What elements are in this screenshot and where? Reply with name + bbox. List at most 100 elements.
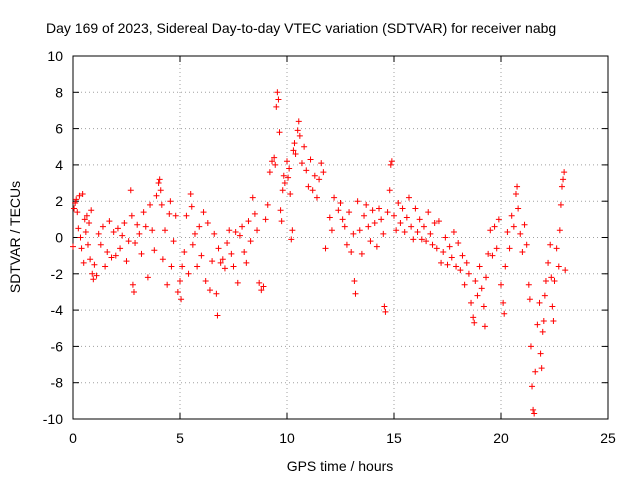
data-point [166, 210, 173, 217]
data-point [463, 259, 470, 266]
x-tick-label: 10 [279, 430, 295, 446]
x-axis-label: GPS time / hours [287, 458, 394, 474]
data-point [442, 234, 449, 241]
data-point [287, 190, 294, 197]
data-point [358, 250, 365, 257]
data-point [221, 265, 228, 272]
data-point [78, 245, 85, 252]
data-point [470, 314, 477, 321]
y-tick-label: -4 [51, 302, 64, 318]
data-point [291, 140, 298, 147]
data-point [147, 201, 154, 208]
data-point [515, 205, 522, 212]
data-point [167, 198, 174, 205]
data-point [254, 227, 261, 234]
data-point [91, 261, 98, 268]
data-point [495, 216, 502, 223]
data-point [183, 212, 190, 219]
data-point [420, 223, 427, 230]
data-point [149, 227, 156, 234]
data-point [117, 245, 124, 252]
data-point [405, 194, 412, 201]
data-point [79, 190, 86, 197]
data-point [232, 229, 239, 236]
data-point [521, 221, 528, 228]
data-point [123, 258, 130, 265]
data-point [446, 243, 453, 250]
data-point [529, 383, 536, 390]
data-point [80, 259, 87, 266]
data-point [433, 245, 440, 252]
data-point [73, 196, 80, 203]
data-point [560, 176, 567, 183]
data-point [89, 270, 96, 277]
data-point [450, 229, 457, 236]
data-point [381, 303, 388, 310]
data-point [412, 205, 419, 212]
data-point [550, 317, 557, 324]
data-point [517, 230, 524, 237]
data-point [164, 281, 171, 288]
data-point [179, 263, 186, 270]
data-points [70, 89, 569, 417]
data-point [202, 278, 209, 285]
data-point [427, 230, 434, 237]
data-point [281, 180, 288, 187]
data-point [307, 156, 314, 163]
data-point [401, 229, 408, 236]
data-point [138, 250, 145, 257]
data-point [501, 310, 508, 317]
data-point [159, 256, 166, 263]
data-point [537, 350, 544, 357]
data-point [403, 214, 410, 221]
data-point [416, 216, 423, 223]
data-point [178, 296, 185, 303]
data-point [189, 241, 196, 248]
data-point [280, 172, 287, 179]
data-point [266, 169, 273, 176]
data-point [209, 258, 216, 265]
data-point [387, 161, 394, 168]
data-point [531, 410, 538, 417]
data-point [215, 245, 222, 252]
data-point [95, 230, 102, 237]
axis-ticks: -10 -8 -6 -4 -2 0 2 4 6 8 10 0 5 10 15 20 25 [43, 48, 616, 446]
data-point [395, 200, 402, 207]
data-point [339, 216, 346, 223]
data-point [408, 223, 415, 230]
data-point [440, 249, 447, 256]
data-point [275, 96, 282, 103]
data-point [309, 187, 316, 194]
data-point [185, 270, 192, 277]
data-point [217, 259, 224, 266]
data-point [256, 279, 263, 286]
data-point [127, 187, 134, 194]
data-point [397, 219, 404, 226]
data-point [557, 201, 564, 208]
data-point [328, 227, 335, 234]
data-point [489, 252, 496, 259]
data-point [132, 239, 139, 246]
data-point [264, 201, 271, 208]
data-point [542, 278, 549, 285]
x-tick-label: 5 [176, 430, 184, 446]
data-point [510, 223, 517, 230]
data-point [119, 232, 126, 239]
data-point [435, 218, 442, 225]
data-point [351, 278, 358, 285]
data-point [194, 263, 201, 270]
chart-title: Day 169 of 2023, Sidereal Day-to-day VTE… [46, 20, 556, 36]
data-point [76, 192, 83, 199]
data-point [286, 165, 293, 172]
data-point [285, 174, 292, 181]
data-point [367, 238, 374, 245]
data-point [386, 187, 393, 194]
data-point [483, 274, 490, 281]
data-point [156, 176, 163, 183]
data-point [295, 118, 302, 125]
data-point [504, 229, 511, 236]
data-point [86, 219, 93, 226]
data-point [523, 241, 530, 248]
data-point [90, 276, 97, 283]
data-point [125, 238, 132, 245]
